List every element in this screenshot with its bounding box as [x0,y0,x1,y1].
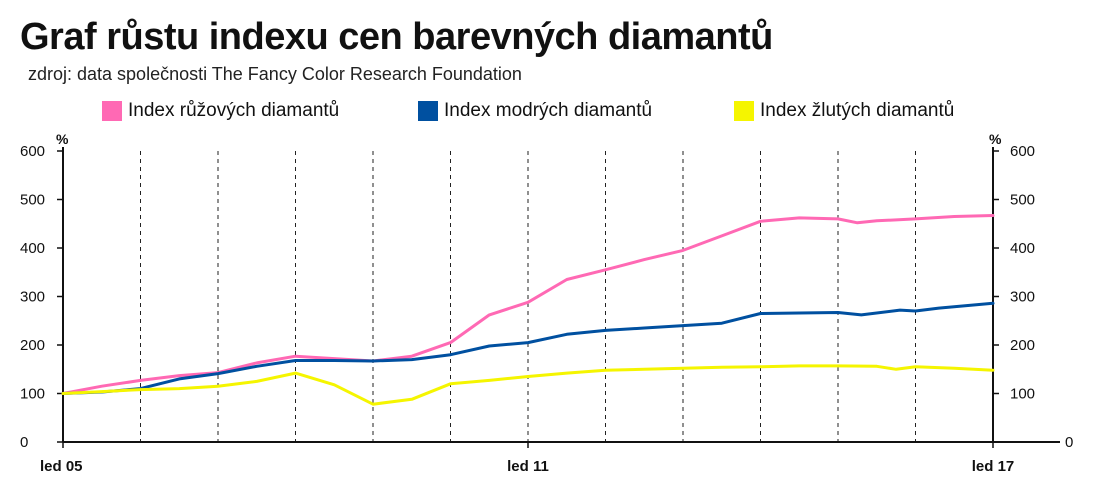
y-tick-label-right: 100 [1010,386,1035,403]
y-tick-label-left: 100 [20,386,45,403]
y-tick-label-left: 300 [20,289,45,306]
y-tick-label-right: 500 [1010,192,1035,209]
y-unit-label-left: % [56,131,69,147]
legend-item-pink: Index růžových diamantů [102,100,339,122]
y-tick-label-right: 0 [1065,434,1073,451]
legend-item-blue: Index modrých diamantů [418,100,652,122]
y-tick-label-right: 300 [1010,289,1035,306]
legend-item-yellow: Index žlutých diamantů [734,100,954,122]
chart-title: Graf růstu indexu cen barevných diamantů [20,16,773,58]
x-tick-label: led 05 [40,458,83,475]
y-tick-label-left: 600 [20,143,45,160]
legend-swatch-yellow [734,101,754,121]
y-tick-label-right: 600 [1010,143,1035,160]
y-tick-label-right: 200 [1010,337,1035,354]
legend-swatch-pink [102,101,122,121]
series-line-yellow [61,364,995,406]
x-tick-label: led 11 [507,458,549,475]
legend-label-yellow: Index žlutých diamantů [760,100,955,121]
legend-label-blue: Index modrých diamantů [444,100,653,121]
legend-label-pink: Index růžových diamantů [128,100,340,121]
x-tick-label: led 17 [972,458,1015,475]
y-tick-label-left: 400 [20,240,45,257]
y-tick-label-left: 200 [20,337,45,354]
series-line-blue [61,301,995,395]
y-tick-label-left: 0 [20,434,28,451]
chart-subtitle: zdroj: data společnosti The Fancy Color … [28,64,522,84]
y-unit-label-right: % [989,131,1002,147]
legend-swatch-blue [418,101,438,121]
y-tick-label-left: 500 [20,192,45,209]
y-tick-label-right: 400 [1010,240,1035,257]
